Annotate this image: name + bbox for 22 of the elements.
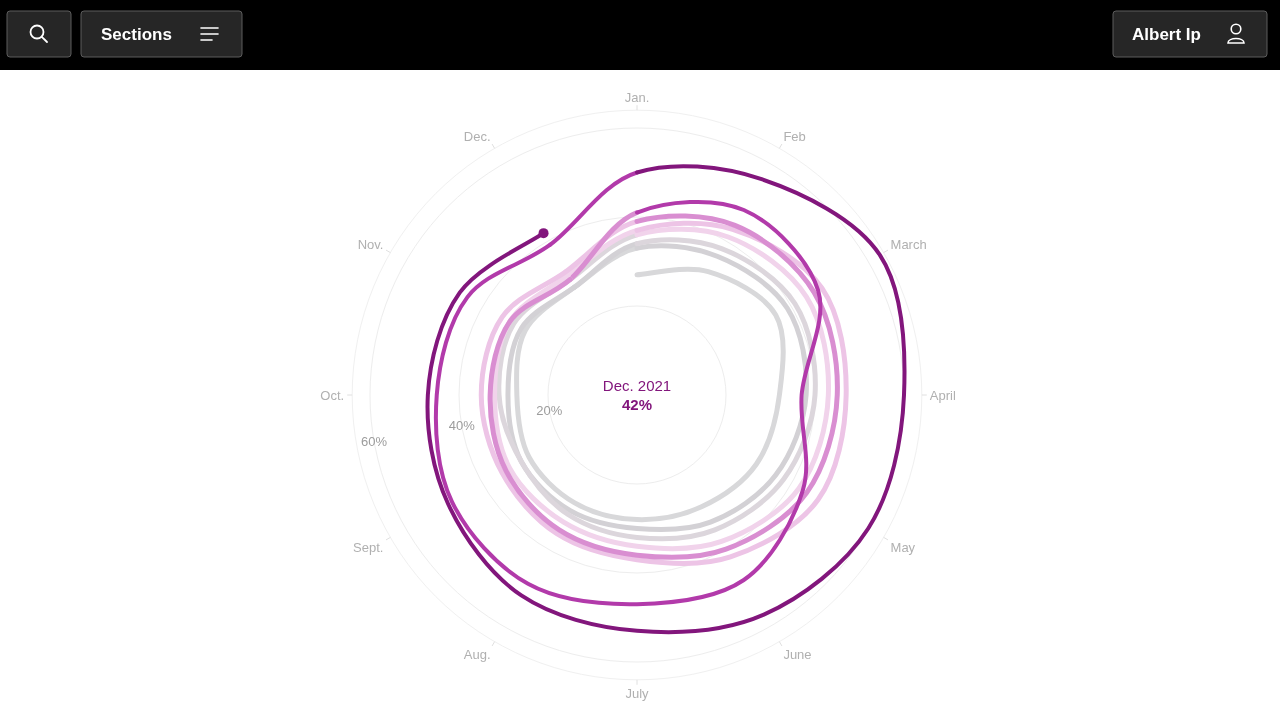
spoke-label: Sept. <box>353 539 384 555</box>
y-tick-label: 40% <box>448 418 476 434</box>
spoke-label: Nov. <box>357 236 384 252</box>
spoke-label: Oct. <box>320 387 345 403</box>
spoke-label: June <box>783 646 812 662</box>
sections-button[interactable] <box>80 10 243 58</box>
spoke-label: Dec. <box>463 129 491 145</box>
spoke-label: Feb <box>783 129 806 145</box>
spoke-label: April <box>929 387 956 403</box>
text: Albert Ip <box>1132 24 1201 44</box>
search-button[interactable] <box>6 10 72 58</box>
spoke-label: Aug. <box>463 646 491 662</box>
y-tick-label: 20% <box>536 403 563 418</box>
y-tick-label: 60% <box>361 433 388 449</box>
text: Sections <box>101 24 172 44</box>
spoke-label: July <box>625 686 650 702</box>
text: Dec. 2021 <box>602 376 672 394</box>
spoke-label: Jan. <box>624 90 650 106</box>
account-button[interactable] <box>1112 10 1268 58</box>
text: 42% <box>621 395 653 413</box>
spoke-label: March <box>890 236 927 252</box>
spoke-label: May <box>890 539 916 555</box>
